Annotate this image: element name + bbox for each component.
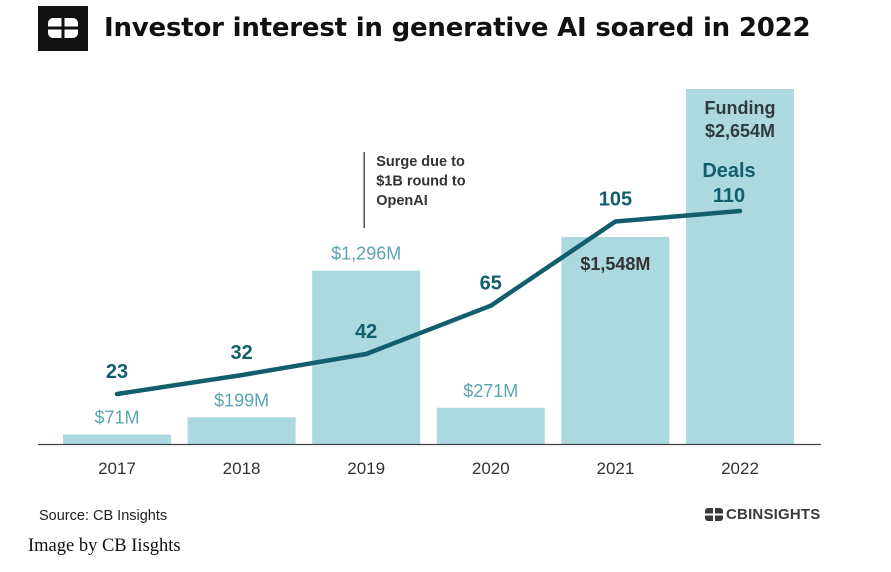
bar-2022: [686, 89, 794, 444]
deals-label-2020: 65: [480, 273, 502, 295]
funding-label-2018: $199M: [214, 390, 269, 410]
funding-label-2021: $1,548M: [580, 254, 650, 274]
deals-line: [114, 208, 743, 397]
funding-label-2020: $271M: [463, 381, 518, 401]
tick-label-2018: 2018: [223, 459, 261, 478]
cb-logo-icon: [38, 5, 88, 51]
annotation-text-line-3: OpenAI: [376, 193, 428, 209]
annotation-text-line-1: Surge due to: [376, 154, 465, 170]
cb-logo-icon: [705, 508, 723, 521]
deals-series-label: Deals: [702, 160, 755, 182]
deals-label-2017: 23: [106, 361, 128, 383]
funding-series-label: Funding: [705, 98, 776, 118]
deals-label-2021: 105: [599, 189, 632, 211]
tick-label-2017: 2017: [98, 459, 136, 478]
annotation-text-line-2: $1B round to: [376, 174, 466, 190]
tick-label-2019: 2019: [347, 459, 385, 478]
tick-label-2022: 2022: [721, 459, 759, 478]
image-caption: Image by CB Iisghts: [28, 536, 181, 556]
tick-label-2020: 2020: [472, 459, 510, 478]
funding-label-2022: $2,654M: [705, 121, 775, 141]
deals-label-2022: 110: [713, 185, 745, 207]
funding-label-2019: $1,296M: [331, 244, 401, 264]
brand-name: CBINSIGHTS: [726, 506, 821, 523]
tick-label-2021: 2021: [596, 459, 634, 478]
funding-label-2017: $71M: [94, 408, 139, 428]
brand-logo: CBINSIGHTS: [705, 506, 821, 523]
bar-2018: [187, 417, 296, 444]
source-note: Source: CB Insights: [39, 508, 168, 524]
bar-2021: [561, 236, 670, 444]
bar-2017: [63, 434, 171, 444]
deals-label-2019: 42: [355, 321, 377, 343]
bar-2020: [436, 407, 545, 444]
bar-2019: [312, 270, 421, 444]
chart-header: Investor interest in generative AI soare…: [38, 4, 811, 52]
chart-title: Investor interest in generative AI soare…: [104, 13, 811, 43]
deals-label-2018: 32: [230, 342, 252, 364]
